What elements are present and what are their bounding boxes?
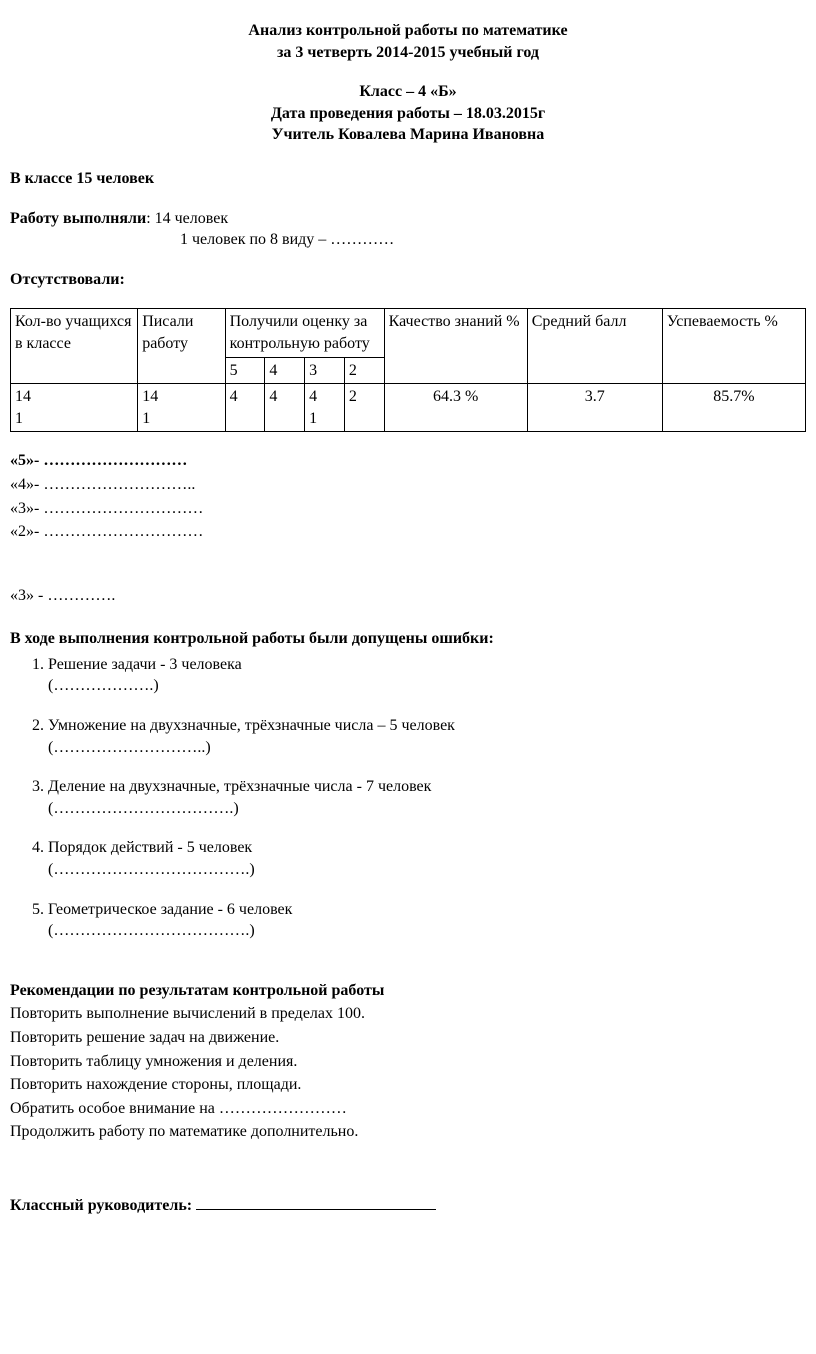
td-col1: 14 1 bbox=[11, 384, 138, 432]
class-count: В классе 15 человек bbox=[10, 170, 154, 187]
td-g3-b: 1 bbox=[309, 408, 340, 430]
error-line-1: Порядок действий - 5 человек bbox=[48, 837, 806, 859]
grade-2-line: «2»- ………………………… bbox=[10, 521, 806, 543]
error-item: Умножение на двухзначные, трёхзначные чи… bbox=[48, 715, 806, 758]
spacer bbox=[10, 608, 806, 628]
meta-teacher: Учитель Ковалева Марина Ивановна bbox=[10, 124, 806, 146]
th-col6: Успеваемость % bbox=[662, 309, 805, 384]
grade-5-text: «5»- ……………………… bbox=[10, 452, 187, 469]
performed-value: : 14 человек bbox=[146, 210, 228, 227]
spacer bbox=[10, 545, 806, 585]
th-col2: Писали работу bbox=[138, 309, 225, 384]
table-header-row: Кол-во учащихся в классе Писали работу П… bbox=[11, 309, 806, 357]
errors-list: Решение задачи - 3 человека (……………….) Ум… bbox=[10, 654, 806, 942]
signature-underline bbox=[196, 1209, 436, 1210]
error-line-1: Геометрическое задание - 6 человек bbox=[48, 899, 806, 921]
recommendations-heading: Рекомендации по результатам контрольной … bbox=[10, 980, 806, 1002]
td-col1-b: 1 bbox=[15, 408, 133, 430]
performed-section: Работу выполняли: 14 человек 1 человек п… bbox=[10, 208, 806, 251]
error-item: Решение задачи - 3 человека (……………….) bbox=[48, 654, 806, 697]
error-line-2: (………………………..) bbox=[48, 737, 806, 759]
spacer bbox=[10, 960, 806, 980]
recommendation-line: Обратить особое внимание на …………………… bbox=[10, 1098, 806, 1120]
signature-line: Классный руководитель: bbox=[10, 1195, 806, 1217]
grade-5-line: «5»- ……………………… bbox=[10, 450, 806, 472]
error-item: Геометрическое задание - 6 человек (…………… bbox=[48, 899, 806, 942]
class-count-section: В классе 15 человек bbox=[10, 168, 806, 190]
error-line-2: (……………………………….) bbox=[48, 859, 806, 881]
td-col1-a: 14 bbox=[15, 386, 133, 408]
results-table: Кол-во учащихся в классе Писали работу П… bbox=[10, 308, 806, 432]
grade-3-extra-line: «3» - …………. bbox=[10, 585, 806, 607]
td-col2-a: 14 bbox=[142, 386, 220, 408]
signature-label: Классный руководитель: bbox=[10, 1197, 196, 1214]
title-line-1: Анализ контрольной работы по математике bbox=[10, 20, 806, 42]
td-g2: 2 bbox=[344, 384, 384, 432]
error-line-2: (……………….) bbox=[48, 675, 806, 697]
recommendation-line: Повторить нахождение стороны, площади. bbox=[10, 1074, 806, 1096]
td-g4: 4 bbox=[265, 384, 305, 432]
td-g3: 4 1 bbox=[305, 384, 345, 432]
th-col5: Средний балл bbox=[527, 309, 662, 384]
recommendation-line: Продолжить работу по математике дополнит… bbox=[10, 1121, 806, 1143]
th-g5: 5 bbox=[225, 357, 265, 384]
performed-label: Работу выполняли bbox=[10, 210, 146, 227]
title-line-2: за 3 четверть 2014-2015 учебный год bbox=[10, 42, 806, 64]
grade-3-line: «3»- ………………………… bbox=[10, 498, 806, 520]
grades-block: «5»- ……………………… «4»- ……………………….. «3»- ………… bbox=[10, 450, 806, 542]
recommendations-block: Рекомендации по результатам контрольной … bbox=[10, 980, 806, 1143]
meta-class: Класс – 4 «Б» bbox=[10, 81, 806, 103]
grades-extra-block: «3» - …………. bbox=[10, 585, 806, 607]
th-col1: Кол-во учащихся в классе bbox=[11, 309, 138, 384]
td-avg: 3.7 bbox=[527, 384, 662, 432]
meta-block: Класс – 4 «Б» Дата проведения работы – 1… bbox=[10, 81, 806, 146]
error-line-2: (……………………………….) bbox=[48, 920, 806, 942]
th-g2: 2 bbox=[344, 357, 384, 384]
errors-heading: В ходе выполнения контрольной работы был… bbox=[10, 628, 806, 650]
error-line-1: Решение задачи - 3 человека bbox=[48, 654, 806, 676]
error-line-2: (…………………………….) bbox=[48, 798, 806, 820]
recommendation-line: Повторить таблицу умножения и деления. bbox=[10, 1051, 806, 1073]
td-g5: 4 bbox=[225, 384, 265, 432]
recommendation-line: Повторить выполнение вычислений в предел… bbox=[10, 1003, 806, 1025]
spacer bbox=[10, 1145, 806, 1185]
error-item: Порядок действий - 5 человек (…………………………… bbox=[48, 837, 806, 880]
absent-label: Отсутствовали: bbox=[10, 271, 125, 288]
th-g4: 4 bbox=[265, 357, 305, 384]
recommendation-line: Повторить решение задач на движение. bbox=[10, 1027, 806, 1049]
title-block: Анализ контрольной работы по математике … bbox=[10, 20, 806, 63]
td-col2-b: 1 bbox=[142, 408, 220, 430]
error-line-1: Деление на двухзначные, трёхзначные числ… bbox=[48, 776, 806, 798]
td-col2: 14 1 bbox=[138, 384, 225, 432]
table-data-row: 14 1 14 1 4 4 4 1 2 64.3 % 3.7 85.7% bbox=[11, 384, 806, 432]
td-success: 85.7% bbox=[662, 384, 805, 432]
meta-date: Дата проведения работы – 18.03.2015г bbox=[10, 103, 806, 125]
td-quality: 64.3 % bbox=[384, 384, 527, 432]
grade-4-line: «4»- ……………………….. bbox=[10, 474, 806, 496]
absent-section: Отсутствовали: bbox=[10, 269, 806, 291]
th-col3: Получили оценку за контрольную работу bbox=[225, 309, 384, 357]
performed-sub: 1 человек по 8 виду – ………… bbox=[10, 229, 806, 251]
error-line-1: Умножение на двухзначные, трёхзначные чи… bbox=[48, 715, 806, 737]
th-g3: 3 bbox=[305, 357, 345, 384]
performed-line: Работу выполняли: 14 человек bbox=[10, 208, 806, 230]
td-g3-a: 4 bbox=[309, 386, 340, 408]
error-item: Деление на двухзначные, трёхзначные числ… bbox=[48, 776, 806, 819]
th-col4: Качество знаний % bbox=[384, 309, 527, 384]
